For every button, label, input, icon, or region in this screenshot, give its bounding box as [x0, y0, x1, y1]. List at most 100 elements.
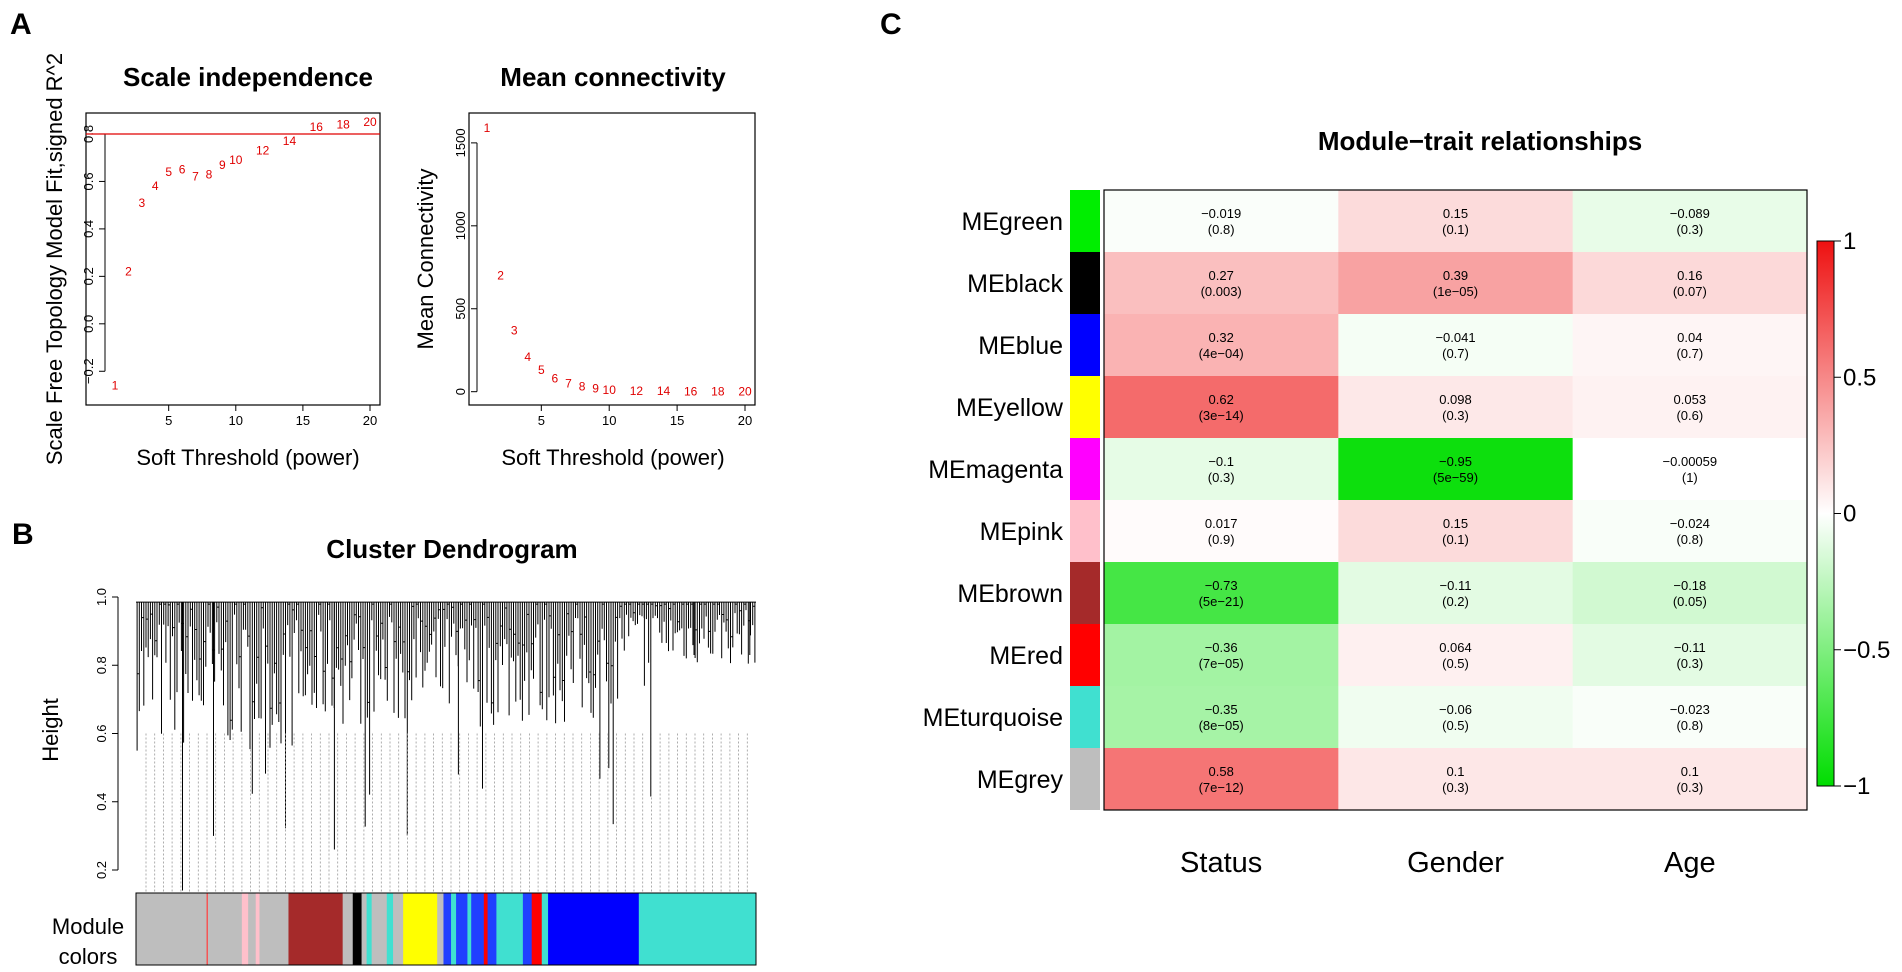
module-color-bar-frame [135, 892, 757, 966]
module-color-band [241, 893, 249, 965]
heatmap-cell [1572, 190, 1808, 253]
si-point-label: 8 [206, 167, 213, 181]
cell-pvalue: (5e−59) [1433, 470, 1478, 485]
si-y-tick-label: 0.0 [81, 315, 96, 333]
module-swatch [1070, 252, 1100, 314]
cell-pvalue: (0.1) [1442, 532, 1469, 547]
cell-pvalue: (0.8) [1676, 532, 1703, 547]
heatmap-cell [1104, 686, 1339, 749]
legend-tick-label: −0.5 [1843, 637, 1890, 664]
module-trait-heatmap: Module−trait relationships −0.019(0.8)0.… [923, 126, 1891, 879]
module-color-bar [135, 892, 757, 966]
cell-correlation: −0.023 [1670, 702, 1710, 717]
module-swatch [1070, 624, 1100, 686]
module-color-band [352, 893, 362, 965]
module-color-band [403, 893, 438, 965]
cell-pvalue: (0.8) [1676, 718, 1703, 733]
si-point-label: 4 [152, 179, 159, 193]
mc-x-tick-label: 20 [738, 413, 752, 428]
heatmap-cell [1104, 376, 1339, 439]
module-colors-label-line2: colors [59, 944, 118, 969]
cell-correlation: −0.041 [1435, 330, 1475, 345]
cell-correlation: −0.00059 [1663, 454, 1718, 469]
cell-pvalue: (0.9) [1208, 532, 1235, 547]
module-color-band [638, 893, 757, 965]
si-point-label: 3 [138, 196, 145, 210]
module-color-band [366, 893, 373, 965]
heatmap-cell [1104, 624, 1339, 687]
mc-point-label: 7 [565, 376, 572, 390]
mc-point-label: 4 [524, 350, 531, 364]
module-swatch [1070, 190, 1100, 252]
si-point-label: 12 [256, 144, 270, 158]
cell-pvalue: (0.003) [1201, 284, 1242, 299]
module-color-band [386, 893, 394, 965]
heatmap-cell [1104, 314, 1339, 377]
module-swatch [1070, 500, 1100, 562]
panel-label-b: B [12, 518, 34, 551]
heatmap-cell [1104, 500, 1339, 563]
si-x-tick-label: 10 [229, 413, 243, 428]
cell-correlation: −0.11 [1440, 578, 1472, 593]
row-label: MEred [989, 642, 1063, 670]
heatmap-cell [1338, 686, 1574, 749]
module-swatch [1070, 562, 1100, 624]
scale-independence-title: Scale independence [123, 62, 373, 92]
heatmap-cell [1338, 252, 1574, 315]
dendrogram-y-tick-label: 1.0 [94, 588, 109, 606]
si-y-tick-label: −0.2 [81, 358, 96, 384]
module-color-band [371, 893, 388, 965]
module-color-band [248, 893, 257, 965]
cell-pvalue: (1e−05) [1433, 284, 1478, 299]
dendrogram-tree [136, 601, 756, 893]
module-color-band [483, 893, 488, 965]
si-point-label: 10 [229, 153, 243, 167]
row-labels: MEgreen MEblack MEblue MEyellow MEmagenta MEp… [923, 208, 1064, 794]
mc-point-label: 5 [538, 363, 545, 377]
cell-pvalue: (0.7) [1442, 346, 1469, 361]
mc-point-label: 10 [603, 383, 617, 397]
si-point-label: 2 [125, 265, 132, 279]
heatmap-cell [1338, 438, 1574, 501]
heatmap-cell [1572, 314, 1808, 377]
row-label: MEblack [967, 270, 1063, 298]
heatmap-cell [1338, 314, 1574, 377]
scale-independence-xlabel: Soft Threshold (power) [136, 445, 359, 470]
module-color-band [548, 893, 640, 965]
row-label: MEyellow [956, 394, 1064, 422]
heatmap-cell [1104, 748, 1339, 811]
mc-point-label: 1 [484, 121, 491, 135]
si-x-tick-label: 20 [363, 413, 377, 428]
heatmap-cell [1572, 686, 1808, 749]
module-color-band [206, 893, 209, 965]
heatmap-cell [1104, 562, 1339, 625]
cell-pvalue: (0.07) [1673, 284, 1707, 299]
cell-correlation: 0.017 [1205, 516, 1238, 531]
cell-pvalue: (5e−21) [1199, 594, 1244, 609]
mc-y-tick-label: 0 [453, 388, 468, 395]
si-point-label: 6 [179, 163, 186, 177]
legend-tick-label: 0 [1843, 501, 1856, 528]
cell-pvalue: (0.1) [1442, 222, 1469, 237]
module-color-band [522, 893, 533, 965]
heatmap-cell [1572, 562, 1808, 625]
heatmap-title: Module−trait relationships [1318, 126, 1642, 156]
cell-pvalue: (0.3) [1676, 222, 1703, 237]
row-label: MEturquoise [923, 704, 1063, 732]
scale-independence-ylabel: Scale Free Topology Model Fit,signed R^2 [42, 53, 67, 465]
si-point-label: 16 [310, 120, 324, 134]
module-swatch [1070, 748, 1100, 810]
cell-correlation: 0.04 [1677, 330, 1702, 345]
cell-pvalue: (0.5) [1442, 718, 1469, 733]
module-color-band [288, 893, 344, 965]
column-label: Gender [1407, 847, 1504, 879]
legend-tick-label: 0.5 [1843, 364, 1876, 391]
heatmap-cell [1572, 438, 1808, 501]
module-swatch [1070, 438, 1100, 500]
mc-point-label: 12 [630, 384, 644, 398]
cell-pvalue: (0.3) [1676, 780, 1703, 795]
module-color-band [259, 893, 289, 965]
mc-point-label: 9 [592, 381, 599, 395]
